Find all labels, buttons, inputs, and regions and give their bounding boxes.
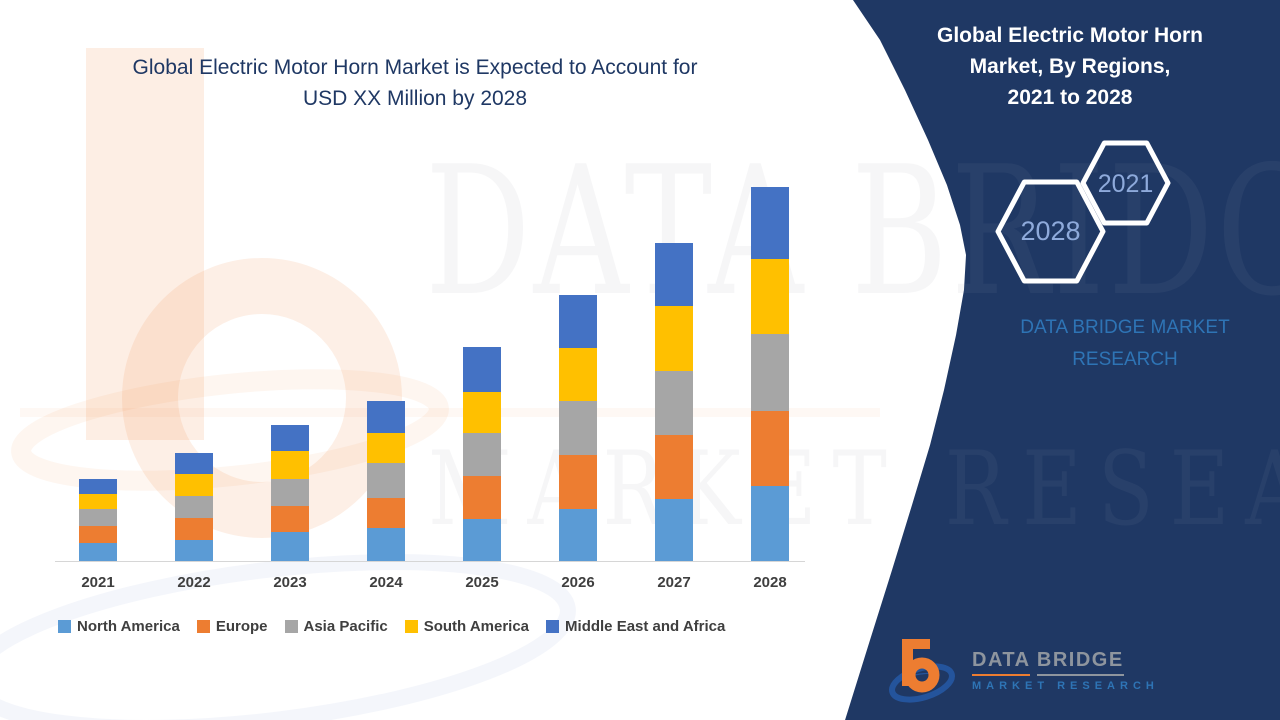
year-hexagons: 2028 2021 [995,140,1171,284]
bar-segment-2025-middle-east-and-africa [463,347,501,392]
bar-segment-2026-asia-pacific [559,401,597,455]
legend-item-middle-east-and-africa: Middle East and Africa [546,618,725,635]
chart-title: Global Electric Motor Horn Market is Exp… [70,52,760,114]
bar-segment-2022-south-america [175,474,213,496]
bar-2024 [367,401,405,561]
bar-segment-2025-asia-pacific [463,433,501,476]
bar-segment-2027-asia-pacific [655,371,693,435]
legend-label: Europe [215,618,268,635]
legend-swatch-icon [196,620,210,633]
legend-item-asia-pacific: Asia Pacific [284,618,388,635]
bar-segment-2024-asia-pacific [367,463,405,498]
chart-legend: North America Europe Asia Pacific South Ame… [58,618,725,635]
bar-segment-2022-asia-pacific [175,496,213,518]
legend-swatch-icon [58,620,71,633]
bar-segment-2024-europe [367,498,405,528]
x-axis-label-2021: 2021 [81,574,115,591]
logo-word-data: DATA [972,648,1030,676]
bar-segment-2026-south-america [559,348,597,401]
bar-segment-2021-north-america [79,543,117,561]
bar-segment-2023-south-america [271,451,309,479]
bar-segment-2022-europe [175,518,213,540]
bar-2021 [79,479,117,561]
bar-segment-2024-north-america [367,528,405,561]
panel-brand-text: DATA BRIDGE MARKET RESEARCH [1000,312,1250,376]
logo-text: DATA BRIDGE MARKET RESEARCH [972,648,1159,692]
bar-segment-2021-south-america [79,494,117,509]
bar-segment-2025-south-america [463,392,501,433]
legend-item-north-america: North America [58,618,180,635]
bar-segment-2028-north-america [751,486,789,561]
chart-title-line2: USD XX Million by 2028 [302,87,528,110]
bar-2023 [271,425,309,561]
bar-segment-2024-middle-east-and-africa [367,401,405,433]
bar-segment-2022-north-america [175,540,213,561]
panel-title-line2: Market, By Regions, [969,55,1171,78]
chart-title-line1: Global Electric Motor Horn Market is Exp… [132,56,698,79]
x-axis-label-2023: 2023 [273,574,307,591]
bar-2025 [463,347,501,561]
bar-chart-plot-area [55,180,805,562]
x-axis-label-2028: 2028 [753,574,787,591]
x-axis-label-2025: 2025 [465,574,499,591]
bar-segment-2027-north-america [655,499,693,561]
logo-mark-icon [889,639,955,703]
panel-brand-line1: DATA BRIDGE MARKET [1020,317,1230,338]
bar-segment-2025-europe [463,476,501,519]
legend-label: Middle East and Africa [565,618,726,635]
bar-segment-2023-asia-pacific [271,479,309,506]
bar-segment-2026-north-america [559,509,597,561]
panel-brand-line2: RESEARCH [1072,349,1178,370]
logo-word-bridge: BRIDGE [1036,648,1124,676]
hexagon-2021-label: 2021 [1098,170,1154,198]
x-axis-labels: 2021 2022 2023 2024 2025 2026 2027 2028 [55,574,805,598]
x-axis-label-2022: 2022 [177,574,211,591]
logo-subtitle: MARKET RESEARCH [972,679,1159,692]
legend-label: North America [77,618,180,635]
legend-swatch-icon [284,620,298,633]
company-logo: DATA BRIDGE MARKET RESEARCH [888,636,1159,704]
legend-swatch-icon [404,620,418,633]
bar-segment-2023-europe [271,506,309,532]
bar-2026 [559,295,597,561]
legend-label: Asia Pacific [303,618,388,635]
logo-name: DATA BRIDGE [972,648,1159,676]
panel-title-line3: 2021 to 2028 [1007,86,1133,109]
x-axis-label-2027: 2027 [657,574,691,591]
hexagon-2028-label: 2028 [1020,216,1080,246]
legend-swatch-icon [546,620,560,633]
bar-segment-2027-middle-east-and-africa [655,243,693,306]
x-axis-label-2024: 2024 [369,574,403,591]
bar-segment-2026-europe [559,455,597,509]
bar-segment-2021-asia-pacific [79,509,117,526]
bar-segment-2027-south-america [655,306,693,371]
bar-segment-2028-asia-pacific [751,334,789,411]
panel-title-line1: Global Electric Motor Horn [936,24,1204,47]
panel-title: Global Electric Motor Horn Market, By Re… [925,20,1215,113]
bar-segment-2023-middle-east-and-africa [271,425,309,451]
bar-segment-2028-middle-east-and-africa [751,187,789,259]
bar-segment-2028-europe [751,411,789,486]
bar-segment-2022-middle-east-and-africa [175,453,213,474]
bar-segment-2025-north-america [463,519,501,561]
legend-item-europe: Europe [196,618,268,635]
bar-segment-2028-south-america [751,259,789,334]
bar-segment-2021-europe [79,526,117,543]
hexagon-2021 [1080,140,1171,226]
hexagon-2028 [995,179,1106,284]
bar-segment-2024-south-america [367,433,405,463]
legend-label: South America [423,618,530,635]
x-axis-label-2026: 2026 [561,574,595,591]
bar-2028 [751,187,789,561]
bar-segment-2027-europe [655,435,693,499]
bar-segment-2021-middle-east-and-africa [79,479,117,494]
bar-2022 [175,453,213,561]
legend-item-south-america: South America [404,618,530,635]
bar-segment-2023-north-america [271,532,309,561]
bar-2027 [655,243,693,561]
bar-segment-2026-middle-east-and-africa [559,295,597,348]
